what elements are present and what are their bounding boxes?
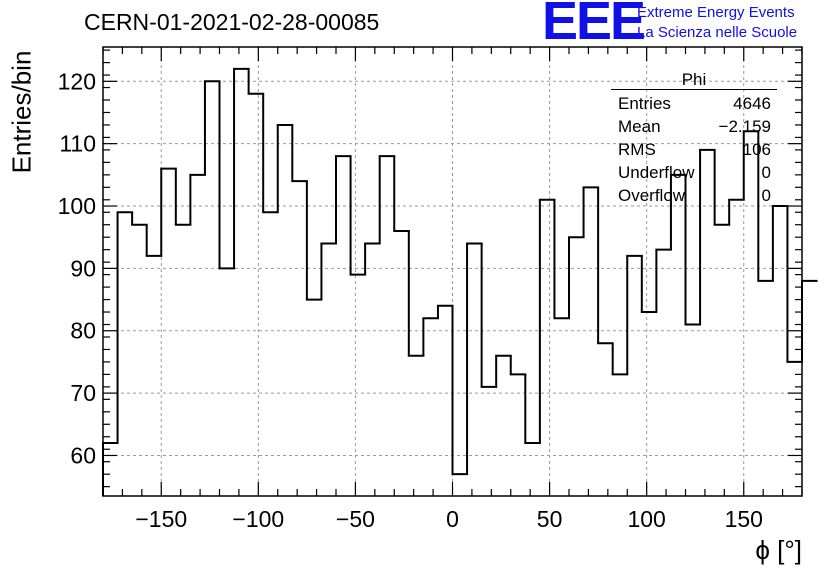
logo-subtitle-line1: Extreme Energy Events [637,4,795,21]
x-tick-label: 50 [537,506,563,532]
y-tick-label: 90 [70,255,96,281]
logo-subtitle-line2: La Scienza nelle Scuole [637,24,798,41]
x-tick-label: 0 [446,506,459,532]
y-tick-label: 100 [58,193,96,219]
stats-divider [611,89,777,90]
stats-label: Mean [618,117,661,136]
stats-value: 0 [761,163,771,182]
y-tick-label: 60 [70,442,96,468]
stats-row-underflow: Underflow 0 [611,161,777,184]
stats-value: −2.159 [718,117,771,136]
y-tick-label: 110 [59,131,96,157]
plot-frame [102,46,803,497]
stats-label: RMS [618,140,656,159]
y-tick-label: 80 [70,318,96,344]
stats-label: Overflow [618,186,686,205]
stats-row-overflow: Overflow 0 [611,184,777,207]
stats-label: Underflow [618,163,695,182]
stats-value: 4646 [733,94,771,113]
stats-row-rms: RMS 106 [611,138,777,161]
y-tick-label: 70 [70,380,96,406]
x-tick-label: −100 [232,506,284,532]
y-tick-label: 120 [58,68,96,94]
x-axis-label: ϕ [°] [755,535,802,565]
stats-row-entries: Entries 4646 [611,92,777,115]
stats-value: 0 [761,186,771,205]
eee-logo: EEE [542,0,646,51]
stats-box: Phi Entries 4646 Mean −2.159 RMS 106 Und… [611,70,777,207]
x-tick-label: 100 [627,506,665,532]
x-tick-label: −150 [135,506,187,532]
stats-row-mean: Mean −2.159 [611,115,777,138]
y-axis-label: Entries/bin [6,50,37,174]
stats-title: Phi [681,70,707,89]
x-tick-label: 150 [725,506,763,532]
stats-label: Entries [618,94,671,113]
stats-value: 106 [742,140,771,159]
chart-title: CERN-01-2021-02-28-00085 [84,9,380,35]
x-tick-label: −50 [336,506,375,532]
